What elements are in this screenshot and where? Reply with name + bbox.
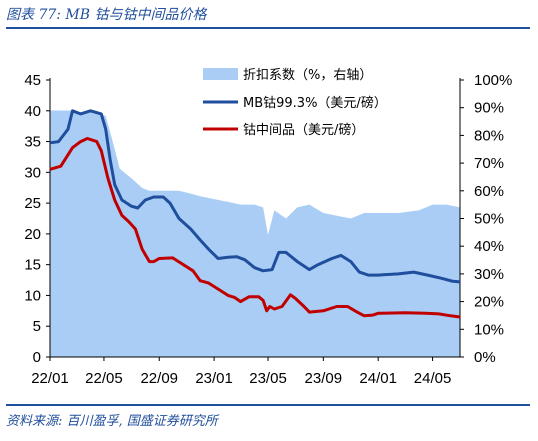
left-tick-label: 40 (24, 103, 41, 120)
right-tick-label: 70% (474, 155, 504, 172)
x-tick-label: 23/05 (249, 370, 287, 387)
legend-label: MB钴99.3%（美元/磅） (243, 95, 387, 111)
x-tick-label: 24/05 (414, 370, 452, 387)
axis-layer: 0 5 10 15 20 25 30 35 40 45 0% 10% 20% 30% 40% 50% 60% 70… (24, 72, 512, 387)
right-tick-label: 40% (474, 238, 504, 255)
figure-title: 图表 77: MB 钴与钴中间品价格 (6, 7, 207, 23)
left-tick-label: 10 (24, 287, 41, 304)
right-tick-label: 100% (474, 72, 512, 89)
left-tick-label: 15 (24, 257, 41, 274)
intermediate-price-line (49, 137, 461, 319)
left-tick-label: 0 (33, 349, 41, 366)
right-tick-label: 20% (474, 294, 504, 311)
right-tick-label: 30% (474, 266, 504, 283)
right-tick-label: 0% (474, 349, 496, 366)
legend-swatch-discount (203, 68, 238, 80)
left-tick-label: 5 (33, 318, 41, 335)
right-tick-label: 80% (474, 127, 504, 144)
area-layer (50, 110, 460, 357)
x-tick-label: 22/09 (140, 370, 178, 387)
mb-cobalt-price-line (49, 109, 461, 284)
x-tick-label: 22/01 (31, 370, 69, 387)
left-tick-label: 45 (24, 72, 41, 89)
left-tick-label: 30 (24, 164, 41, 181)
right-tick-label: 90% (474, 100, 504, 117)
legend-label: 折扣系数（%，右轴） (243, 68, 372, 83)
discount-area (50, 110, 460, 357)
right-tick-label: 50% (474, 211, 504, 228)
left-tick-label: 35 (24, 134, 41, 151)
right-tick-label: 10% (474, 321, 504, 338)
source-note: 资料来源: 百川盈孚, 国盛证券研究所 (6, 414, 218, 429)
line-layer (49, 109, 461, 319)
source-rule (6, 404, 530, 406)
x-tick-label: 23/09 (305, 370, 343, 387)
x-tick-label: 23/01 (195, 370, 233, 387)
left-tick-label: 20 (24, 226, 41, 243)
legend: 折扣系数（%，右轴） MB钴99.3%（美元/磅） 钴中间品（美元/磅） (203, 68, 387, 138)
x-tick-label: 24/01 (359, 370, 397, 387)
x-tick-label: 22/05 (85, 370, 123, 387)
legend-label: 钴中间品（美元/磅） (243, 122, 364, 138)
right-tick-label: 60% (474, 183, 504, 200)
left-tick-label: 25 (24, 195, 41, 212)
title-rule (6, 27, 530, 29)
